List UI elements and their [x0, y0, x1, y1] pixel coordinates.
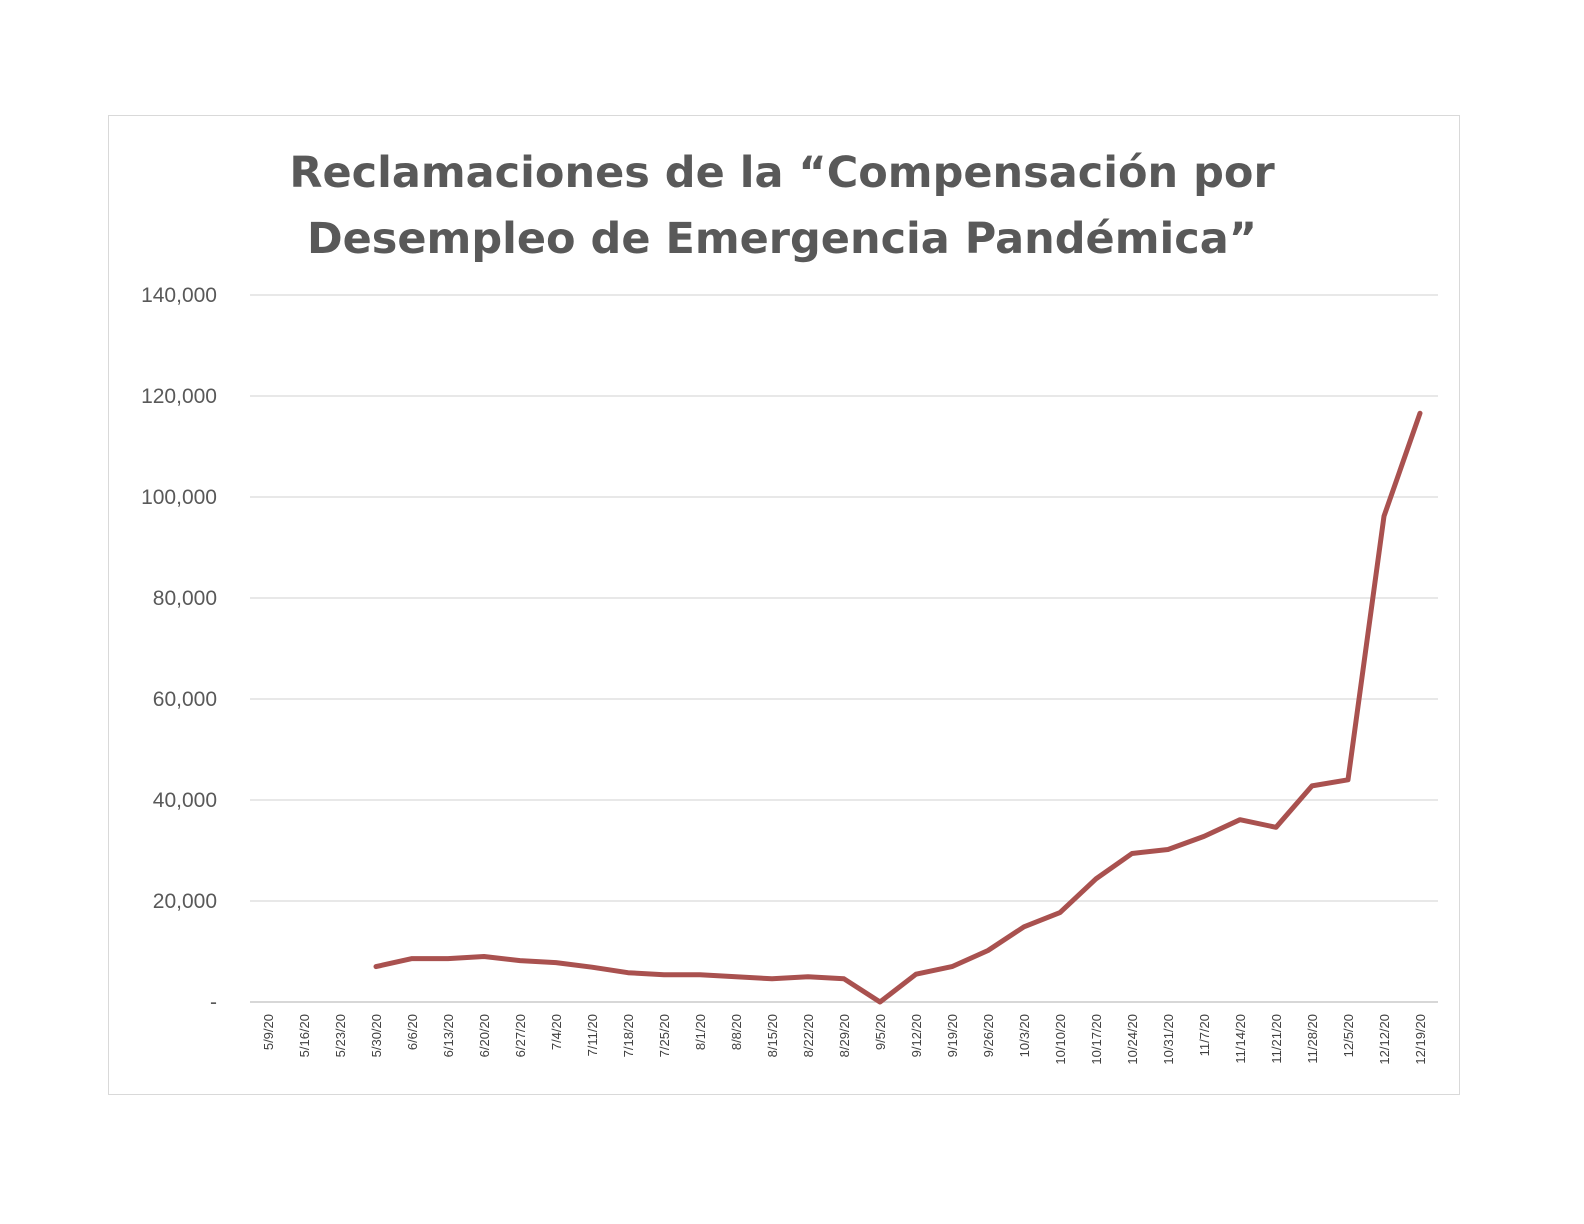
y-tick-label: 20,000 [153, 890, 217, 913]
x-tick-label: 12/12/20 [1377, 1014, 1392, 1065]
y-tick-label: 120,000 [141, 385, 217, 408]
x-tick-label: 12/19/20 [1413, 1014, 1428, 1065]
x-tick-label: 10/24/20 [1125, 1014, 1140, 1065]
x-tick-label: 5/30/20 [369, 1014, 384, 1057]
y-tick-label: 60,000 [153, 688, 217, 711]
y-tick-label: 40,000 [153, 789, 217, 812]
x-tick-label: 8/22/20 [801, 1014, 816, 1057]
gridlines [250, 294, 1438, 1003]
x-tick-label: 11/21/20 [1269, 1014, 1284, 1064]
x-tick-label: 8/29/20 [837, 1014, 852, 1057]
x-tick-label: 11/7/20 [1197, 1014, 1212, 1056]
x-tick-label: 7/25/20 [657, 1014, 672, 1057]
y-axis-ticks: - 20,000 40,000 60,000 80,000 100,000 120,000 1… [141, 284, 217, 1014]
chart-area [108, 115, 1460, 1095]
x-axis-ticks: 5/9/20 5/16/20 5/23/20 5/30/20 6/6/20 6/13/20… [261, 1014, 1428, 1065]
x-tick-label: 8/8/20 [729, 1014, 744, 1050]
x-tick-label: 11/14/20 [1233, 1014, 1248, 1064]
x-tick-label: 11/28/20 [1305, 1014, 1320, 1064]
x-tick-label: 9/26/20 [981, 1014, 996, 1057]
x-tick-label: 7/4/20 [549, 1014, 564, 1050]
x-tick-label: 9/19/20 [945, 1014, 960, 1057]
x-tick-label: 8/15/20 [765, 1014, 780, 1057]
series-line [373, 410, 1423, 1005]
y-tick-label: 100,000 [141, 486, 217, 509]
x-tick-label: 9/12/20 [909, 1014, 924, 1057]
chart-title-line-1: Reclamaciones de la “Compensación por [289, 148, 1275, 198]
x-tick-label: 5/16/20 [297, 1014, 312, 1057]
x-tick-label: 10/3/20 [1017, 1014, 1032, 1057]
x-tick-label: 12/5/20 [1341, 1014, 1356, 1057]
x-tick-label: 6/6/20 [405, 1014, 420, 1050]
x-tick-label: 5/23/20 [333, 1014, 348, 1057]
series [373, 410, 1423, 1005]
x-tick-label: 10/31/20 [1161, 1014, 1176, 1065]
x-tick-label: 6/13/20 [441, 1014, 456, 1057]
x-tick-label: 9/5/20 [873, 1014, 888, 1050]
x-tick-label: 5/9/20 [261, 1014, 276, 1050]
x-tick-label: 6/20/20 [477, 1014, 492, 1057]
chart-title: Reclamaciones de la “Compensación por De… [0, 140, 1564, 272]
x-tick-label: 7/18/20 [621, 1014, 636, 1057]
y-tick-label: - [210, 991, 217, 1014]
y-tick-label: 140,000 [141, 284, 217, 307]
x-tick-label: 10/10/20 [1053, 1014, 1068, 1065]
x-tick-label: 8/1/20 [693, 1014, 708, 1050]
y-tick-label: 80,000 [153, 587, 217, 610]
chart-title-line-2: Desempleo de Emergencia Pandémica” [306, 214, 1258, 264]
x-tick-label: 10/17/20 [1089, 1014, 1104, 1065]
x-tick-label: 7/11/20 [585, 1014, 600, 1056]
x-tick-label: 6/27/20 [513, 1014, 528, 1057]
